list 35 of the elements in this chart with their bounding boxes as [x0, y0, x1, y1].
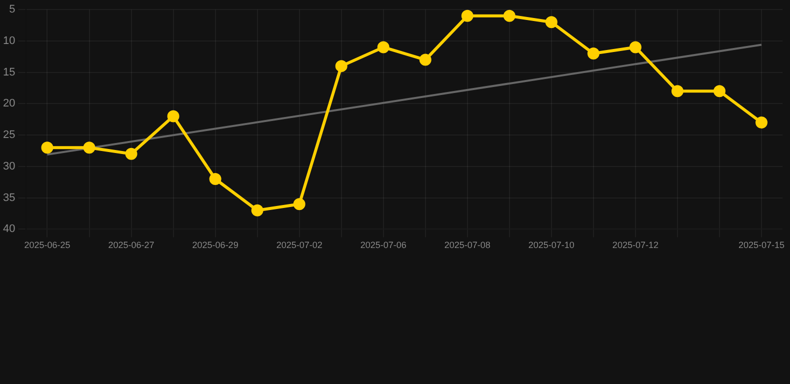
- y-tick-label: 20: [2, 98, 16, 110]
- point: [713, 85, 726, 98]
- x-tick-label: 2025-07-12: [612, 240, 658, 250]
- x-tick-label: 2025-06-25: [24, 240, 70, 250]
- y-tick-label: 15: [2, 66, 16, 78]
- y-tick-label: 35: [2, 192, 16, 204]
- x-tick-label: 2025-07-06: [360, 240, 406, 250]
- point: [419, 54, 432, 66]
- y-tick-label: 10: [2, 35, 16, 48]
- y-tick-label: 40: [2, 223, 16, 236]
- x-tick-label: 2025-07-08: [444, 240, 490, 250]
- point: [377, 41, 390, 54]
- y-tick-label: 25: [2, 129, 16, 142]
- y-tick-label: 5: [9, 4, 16, 16]
- x-tick-label: 2025-07-10: [528, 240, 574, 250]
- x-tick-label: 2025-07-02: [276, 240, 322, 250]
- point: [755, 116, 768, 129]
- x-tick-label: 2025-07-15: [738, 240, 785, 250]
- point: [545, 16, 558, 28]
- point: [251, 204, 264, 216]
- point: [461, 10, 474, 22]
- point: [503, 10, 516, 22]
- point: [629, 41, 642, 54]
- x-tick-label: 2025-06-29: [192, 240, 238, 250]
- point: [83, 142, 96, 154]
- point: [125, 148, 138, 160]
- point: [335, 60, 348, 72]
- y-tick-label: 30: [2, 160, 16, 172]
- point: [41, 142, 54, 154]
- point: [293, 198, 306, 210]
- x-tick-label: 2025-06-27: [108, 240, 154, 250]
- point: [209, 173, 222, 186]
- point: [587, 48, 600, 60]
- point: [167, 110, 180, 122]
- point: [671, 85, 684, 98]
